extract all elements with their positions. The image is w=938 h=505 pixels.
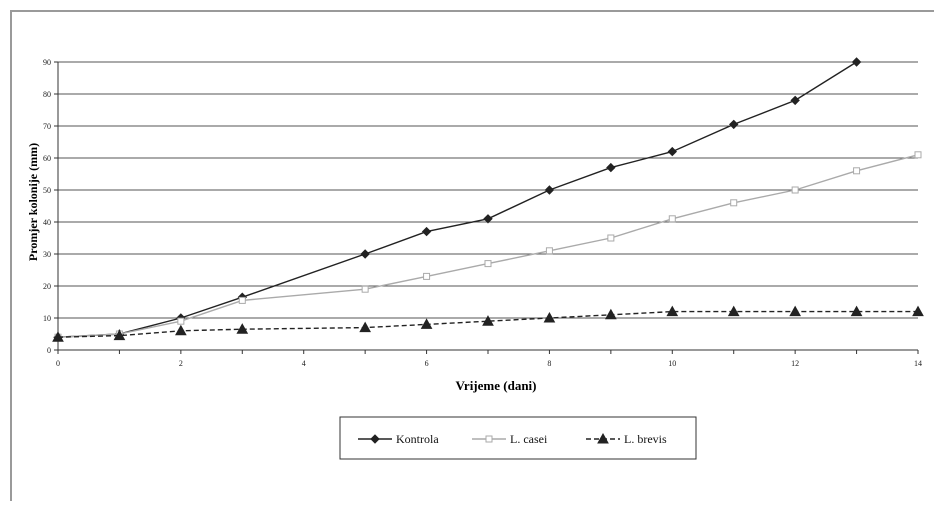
- x-axis-label: Vrijeme (dani): [456, 378, 537, 393]
- data-point-kontrola-7: [483, 214, 493, 224]
- data-point-l-casei-2: [177, 317, 185, 325]
- x-tick-label-14: 14: [914, 359, 922, 368]
- data-point-l-casei-9: [607, 234, 615, 242]
- data-point-kontrola-10: [667, 146, 677, 157]
- data-point-l-brevis-9: [605, 308, 617, 320]
- data-point-kontrola-6: [421, 226, 432, 237]
- y-tick-label-0: 0: [47, 346, 51, 355]
- y-tick-label-10: 10: [43, 314, 51, 323]
- y-tick-label-30: 30: [43, 250, 51, 259]
- x-tick-label-4: 4: [302, 359, 306, 368]
- legend-marker-kontrola: [370, 434, 380, 444]
- y-tick-label-20: 20: [43, 282, 51, 291]
- legend: Kontrola L. casei L. brevis: [339, 416, 697, 460]
- data-point-l-brevis-2: [175, 324, 187, 336]
- data-point-l-casei-5: [361, 285, 369, 293]
- legend-marker-l-casei: [485, 435, 493, 443]
- y-tick-label-90: 90: [43, 58, 51, 67]
- data-point-l-brevis-3: [236, 323, 249, 334]
- data-point-l-casei-6: [423, 272, 431, 280]
- data-point-l-brevis-11: [727, 305, 740, 317]
- y-tick-label-40: 40: [43, 218, 51, 227]
- series-kontrola: [53, 57, 862, 342]
- data-point-l-casei-10: [668, 215, 676, 223]
- data-point-l-casei-11: [730, 199, 738, 207]
- line-chart: 0 10 20 30 40 50 60 70 80 90 0 2 4 6 8 10 12 14 Promjer k…: [26, 57, 924, 460]
- data-point-kontrola-11: [729, 119, 739, 130]
- data-point-l-casei-14: [914, 151, 922, 159]
- legend-box: [339, 416, 697, 460]
- series-layer: [52, 57, 924, 342]
- x-tick-label-10: 10: [668, 359, 676, 368]
- data-point-l-brevis-8: [543, 311, 556, 323]
- y-tick-label-70: 70: [43, 122, 51, 131]
- data-point-l-brevis-13: [850, 305, 863, 317]
- y-tick-label-50: 50: [43, 186, 51, 195]
- chart-frame: 0 10 20 30 40 50 60 70 80 90 0 2 4 6 8 10 12 14 Promjer k…: [10, 10, 934, 501]
- series-l-brevis: [52, 305, 924, 342]
- data-point-l-brevis-0: [52, 331, 64, 342]
- x-tick-label-12: 12: [791, 359, 799, 368]
- data-point-l-brevis-6: [420, 318, 433, 329]
- data-point-l-casei-3: [238, 296, 246, 304]
- x-tick-label-2: 2: [179, 359, 183, 368]
- data-point-l-casei-13: [853, 167, 861, 175]
- series-line-l-casei: [57, 154, 919, 338]
- data-point-kontrola-12: [790, 95, 800, 106]
- data-point-kontrola-8: [544, 185, 555, 195]
- legend-label-l-casei: L. casei: [510, 432, 548, 446]
- legend-marker-l-brevis: [597, 432, 609, 444]
- data-point-l-casei-12: [791, 186, 799, 194]
- data-point-l-brevis-5: [359, 321, 371, 333]
- y-tick-label-80: 80: [43, 90, 51, 99]
- series-l-casei: [54, 151, 922, 341]
- x-tick-label-8: 8: [547, 359, 551, 368]
- y-axis-label: Promjer kolonije (mm): [26, 143, 40, 261]
- data-point-kontrola-9: [606, 162, 616, 173]
- data-point-l-brevis-1: [113, 329, 126, 341]
- axes: [54, 61, 919, 354]
- data-point-l-brevis-12: [789, 305, 801, 317]
- data-point-kontrola-5: [360, 249, 370, 259]
- y-tick-label-60: 60: [43, 154, 51, 163]
- x-tick-label-6: 6: [425, 359, 429, 368]
- data-point-l-brevis-14: [912, 305, 924, 317]
- legend-label-l-brevis: L. brevis: [624, 432, 667, 446]
- legend-item-l-brevis: L. brevis: [586, 432, 667, 446]
- legend-label-kontrola: Kontrola: [396, 432, 439, 446]
- data-point-l-brevis-7: [482, 315, 494, 326]
- data-point-l-casei-7: [484, 260, 492, 268]
- tick-labels: 0 10 20 30 40 50 60 70 80 90 0 2 4 6 8 10 12 14: [43, 58, 922, 368]
- data-point-kontrola-13: [851, 57, 862, 67]
- data-point-l-casei-8: [545, 247, 553, 255]
- grid-lines: [58, 61, 918, 319]
- data-point-l-brevis-10: [666, 305, 679, 317]
- legend-item-l-casei: L. casei: [472, 432, 548, 446]
- x-tick-label-0: 0: [56, 359, 60, 368]
- legend-item-kontrola: Kontrola: [358, 432, 439, 446]
